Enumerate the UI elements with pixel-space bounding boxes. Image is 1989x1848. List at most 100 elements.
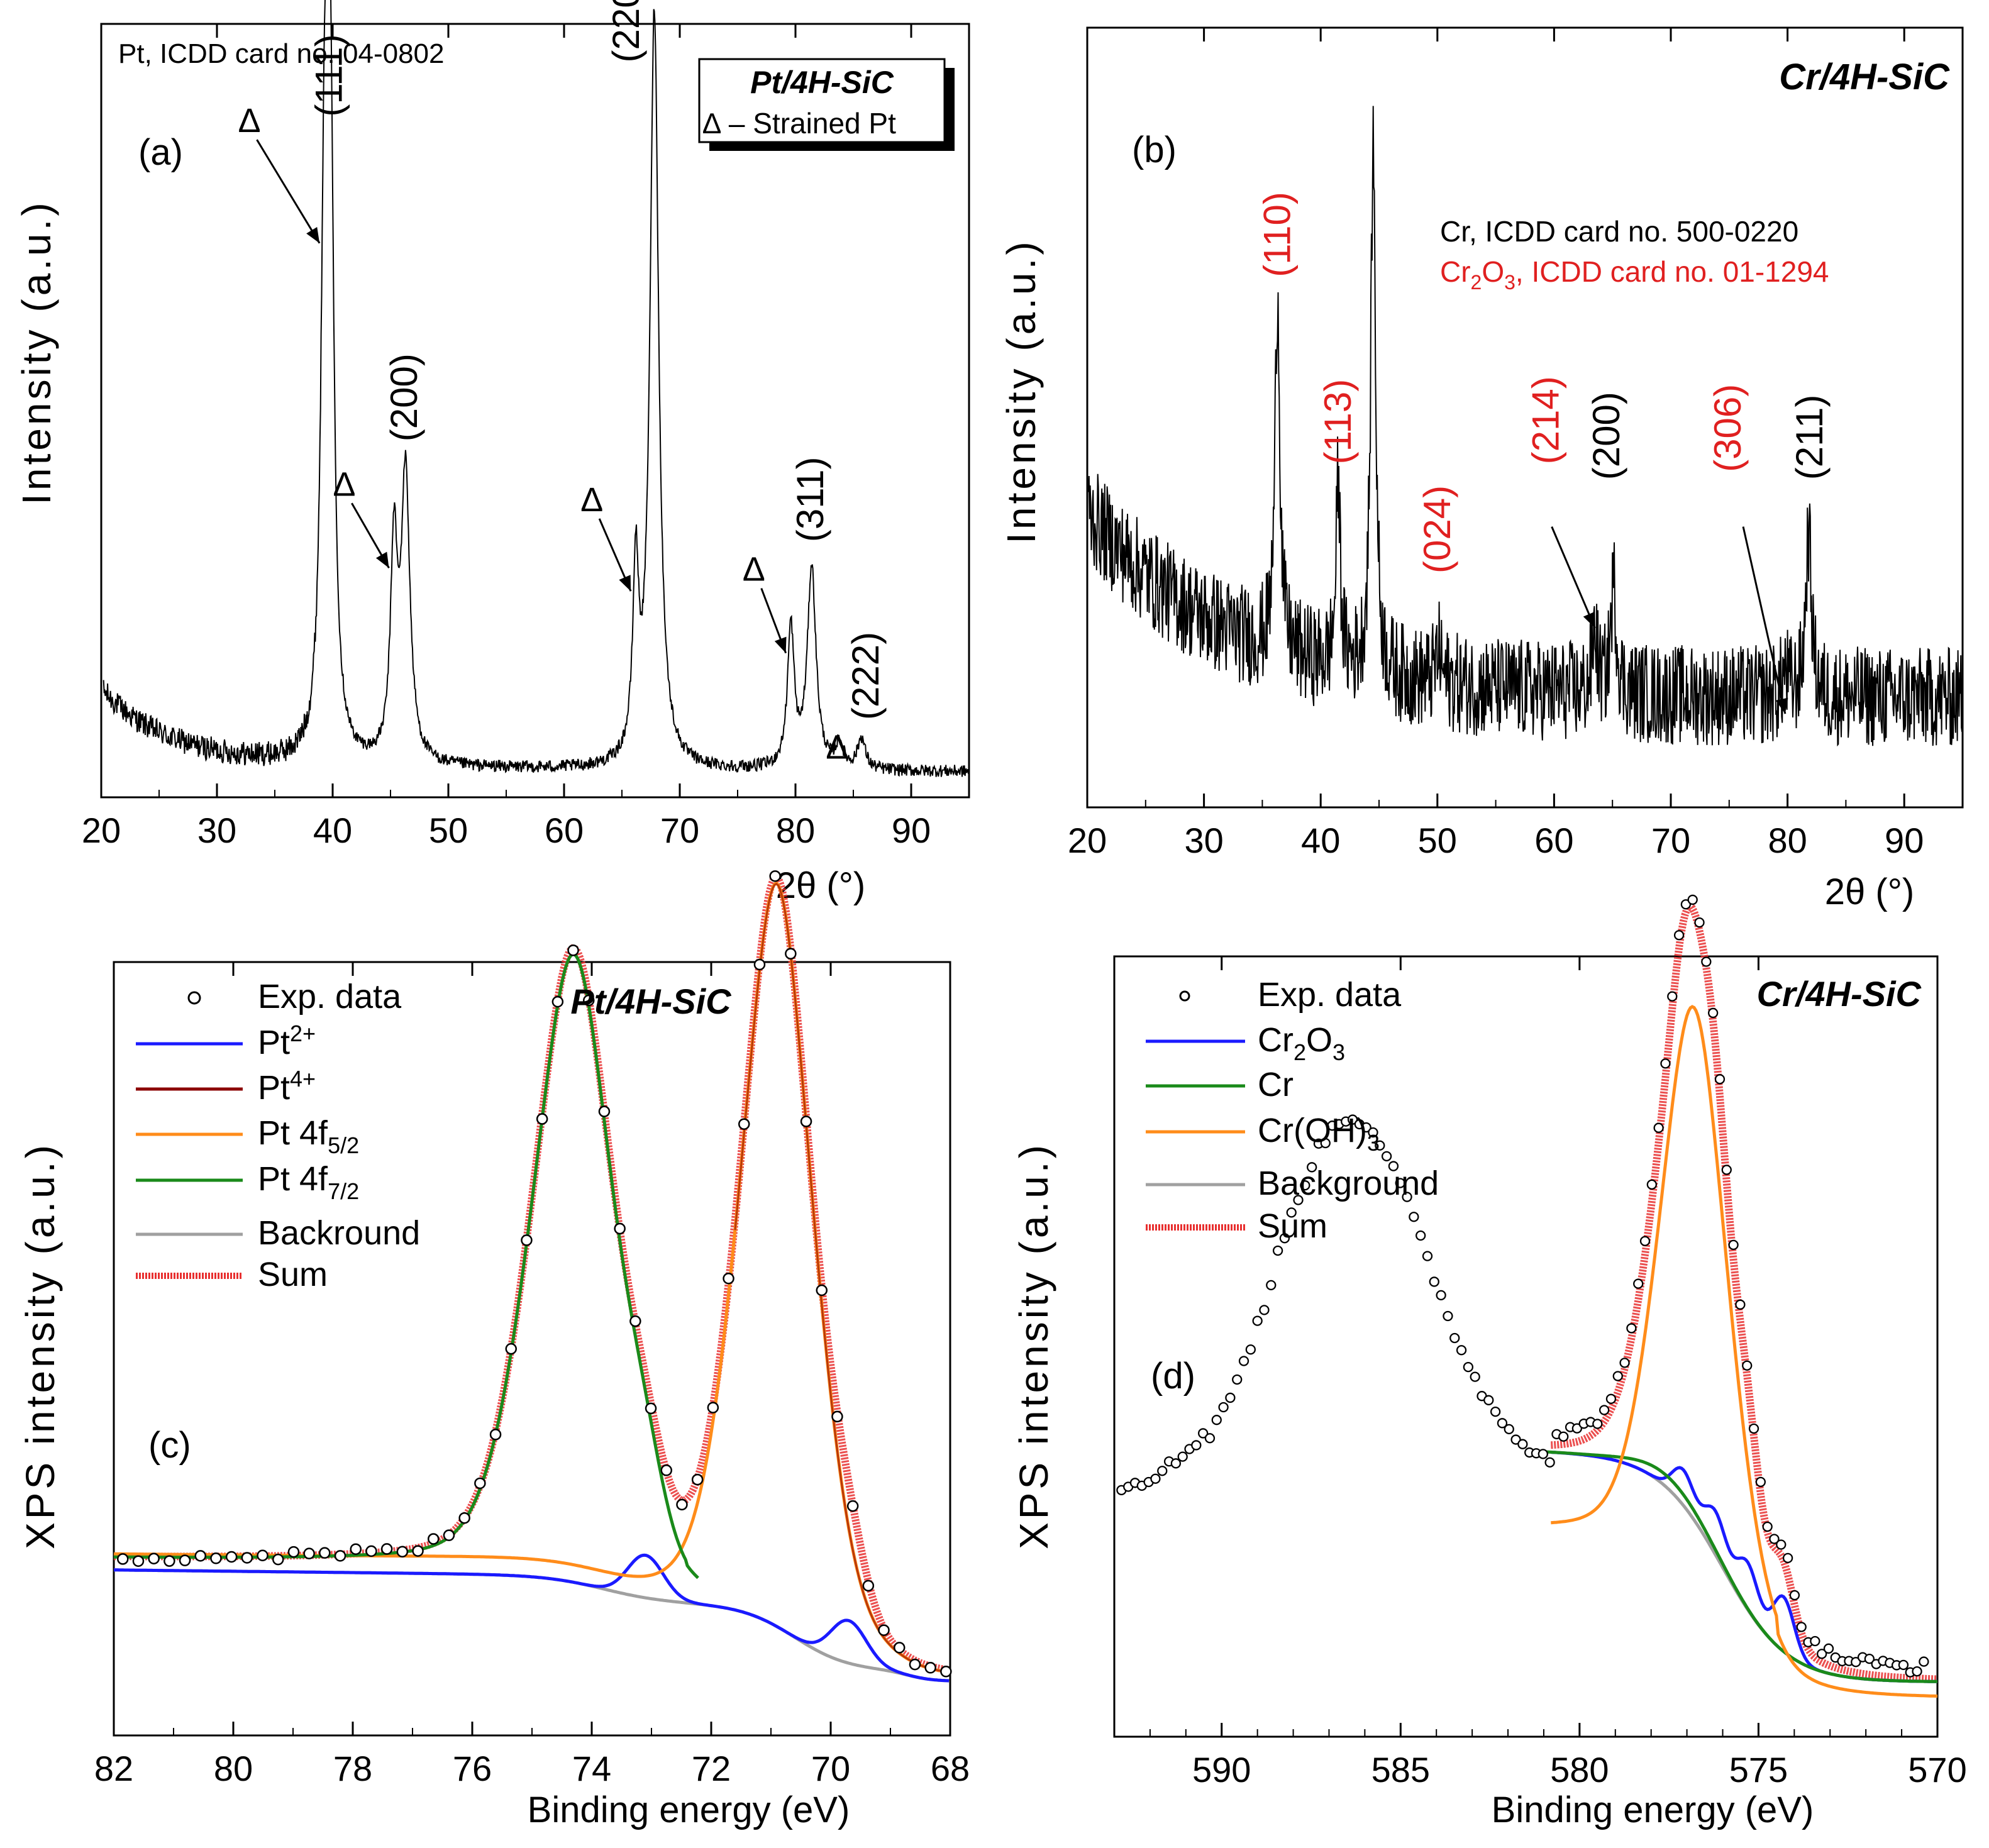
legend-box-a bbox=[698, 58, 946, 143]
x-tick-label-a: 90 bbox=[892, 811, 931, 850]
x-tick-label-c: 76 bbox=[453, 1749, 492, 1788]
legend-label-sub-d: 2 bbox=[1294, 1039, 1306, 1065]
x-tick-label-c: 72 bbox=[692, 1749, 731, 1788]
x-axis-a: 20 30 40 50 60 70 80 90 bbox=[82, 24, 970, 850]
peak-label-a: (222) bbox=[845, 632, 887, 720]
exp-point-d bbox=[1626, 1323, 1637, 1334]
croh3-curve-d bbox=[1551, 1005, 1938, 1698]
exp-point-d bbox=[1252, 1315, 1263, 1326]
exp-point-c bbox=[769, 870, 781, 882]
strain-marker-a: ∆ bbox=[827, 729, 848, 766]
exp-point-c bbox=[521, 1234, 533, 1246]
exp-point-d bbox=[1443, 1310, 1453, 1322]
legend-label-c: Pt2+ bbox=[258, 1021, 316, 1061]
exp-point-d bbox=[1422, 1251, 1433, 1261]
exp-point-c bbox=[117, 1553, 129, 1565]
x-tick-label-b: 20 bbox=[1068, 821, 1107, 860]
exp-point-d bbox=[1225, 1392, 1236, 1403]
exp-point-d bbox=[1919, 1656, 1929, 1667]
card-text-b2-sub: 3 bbox=[1504, 271, 1515, 294]
legend-label-text-d: Cr bbox=[1258, 1021, 1294, 1059]
x-tick-label-b: 70 bbox=[1651, 821, 1690, 860]
x-tick-label-a: 30 bbox=[197, 811, 236, 850]
exp-point-d bbox=[1381, 1151, 1392, 1162]
exp-point-d bbox=[1817, 1649, 1827, 1659]
exp-point-c bbox=[319, 1547, 331, 1559]
exp-point-d bbox=[1633, 1278, 1644, 1289]
peak-label-b: (306) bbox=[1707, 384, 1749, 472]
exp-point-c bbox=[428, 1533, 440, 1545]
exp-point-d bbox=[1748, 1423, 1759, 1434]
x-tick-label-d: 585 bbox=[1371, 1750, 1430, 1790]
exp-point-d bbox=[1762, 1521, 1773, 1532]
x-axis-b: 20 30 40 50 60 70 80 90 bbox=[1068, 28, 1963, 860]
peak-label-a: (220) bbox=[605, 0, 647, 63]
legend-label-sup-c: 4+ bbox=[290, 1066, 316, 1092]
exp-point-c bbox=[894, 1642, 906, 1654]
pt4-curve-c bbox=[734, 882, 949, 1673]
exp-point-c bbox=[163, 1555, 175, 1567]
panel-title-a: Pt/4H-SiC bbox=[750, 65, 894, 100]
peak-label-b: (113) bbox=[1317, 379, 1359, 465]
exp-point-d bbox=[1197, 1428, 1209, 1439]
x-tick-label-b: 30 bbox=[1184, 821, 1223, 860]
panel-title-c: Pt/4H-SiC bbox=[570, 982, 732, 1021]
exp-point-d bbox=[1789, 1590, 1800, 1601]
exp-point-c bbox=[551, 995, 564, 1008]
exp-point-c bbox=[878, 1624, 890, 1636]
legend-label-c: Exp. data bbox=[258, 978, 402, 1015]
exp-point-d bbox=[1218, 1402, 1229, 1413]
pt2-curve-c bbox=[114, 1553, 950, 1683]
arrow-b bbox=[1551, 526, 1596, 629]
exp-point-d bbox=[1307, 1162, 1317, 1173]
legend-label-text-d: Sum bbox=[1258, 1207, 1327, 1245]
exp-point-d bbox=[1157, 1466, 1168, 1476]
sum-curve-d bbox=[1551, 902, 1937, 1683]
exp-point-d bbox=[1742, 1360, 1753, 1371]
cr-curve-d bbox=[1543, 1450, 1937, 1683]
exp-point-c bbox=[272, 1553, 284, 1566]
exp-point-d bbox=[1864, 1653, 1875, 1664]
exp-point-d bbox=[1416, 1230, 1426, 1241]
x-tick-label-d: 590 bbox=[1192, 1750, 1251, 1790]
exp-point-d bbox=[1279, 1233, 1290, 1244]
exp-point-d bbox=[1823, 1643, 1834, 1654]
strain-marker-a: ∆ bbox=[743, 551, 764, 589]
panel-title-b: Cr/4H-SiC bbox=[1779, 57, 1950, 97]
x-tick-label-a: 40 bbox=[313, 811, 352, 850]
exp-point-c bbox=[412, 1545, 424, 1557]
x-tick-label-c: 82 bbox=[94, 1749, 133, 1788]
strain-arrow-a-shaft bbox=[256, 139, 321, 244]
x-axis-label-d: Binding energy (eV) bbox=[1492, 1790, 1814, 1830]
panel-label-d: (d) bbox=[1151, 1356, 1195, 1397]
legend-label-text-d: Cr bbox=[1258, 1066, 1294, 1104]
legend-label-sub-c: 5/2 bbox=[328, 1132, 359, 1158]
exp-point-c bbox=[303, 1547, 315, 1559]
exp-point-d bbox=[1517, 1439, 1528, 1449]
strain-arrow-a-head bbox=[619, 575, 631, 592]
x-tick-label-a: 50 bbox=[429, 811, 468, 850]
legend-label-text-c: Backround bbox=[258, 1214, 420, 1252]
exp-point-d bbox=[1571, 1423, 1583, 1434]
exp-point-c bbox=[505, 1342, 517, 1355]
exp-point-d bbox=[1619, 1358, 1630, 1368]
exp-point-d bbox=[1293, 1195, 1304, 1205]
exp-point-c bbox=[800, 1115, 812, 1127]
exp-point-d bbox=[1272, 1245, 1283, 1256]
x-axis-d: 590 585 580 575 570 bbox=[1114, 956, 1967, 1790]
exp-point-c bbox=[691, 1473, 704, 1486]
exp-point-d bbox=[1204, 1433, 1216, 1444]
exp-point-c bbox=[536, 1113, 548, 1125]
plot-frame-d bbox=[1113, 955, 1939, 1738]
strain-marker-a: ∆ bbox=[334, 465, 355, 503]
exp-point-d bbox=[1211, 1415, 1222, 1425]
exp-point-c bbox=[210, 1552, 222, 1564]
exp-point-d bbox=[1402, 1192, 1412, 1202]
x-tick-label-b: 40 bbox=[1301, 821, 1340, 860]
exp-point-d bbox=[1708, 1007, 1719, 1019]
exp-point-d bbox=[1429, 1276, 1439, 1287]
exp-point-c bbox=[132, 1555, 145, 1567]
exp-point-c bbox=[676, 1498, 688, 1511]
peak-label-a: (311) bbox=[789, 456, 831, 542]
exp-point-d bbox=[1612, 1371, 1623, 1381]
